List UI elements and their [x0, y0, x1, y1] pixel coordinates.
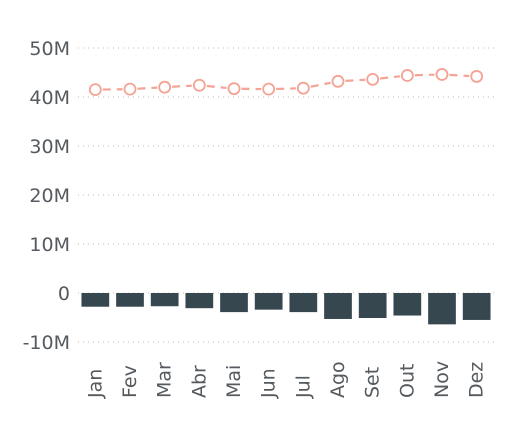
- line-segment: [449, 73, 470, 78]
- x-tick-label: Jun: [258, 368, 280, 399]
- bar-mar: [150, 293, 179, 307]
- point-mai: [227, 82, 241, 96]
- line-segment: [137, 86, 158, 90]
- y-tick-label: 30M: [29, 136, 70, 158]
- line-segment: [172, 84, 192, 88]
- y-tick-label: -10M: [23, 332, 70, 354]
- point-jul: [296, 81, 310, 95]
- x-tick-label: Jan: [84, 369, 106, 399]
- bar-series: [81, 293, 491, 325]
- y-tick-label: 10M: [29, 234, 70, 256]
- bar-jun: [254, 293, 283, 310]
- y-tick-label: 0: [58, 283, 70, 305]
- point-jun: [262, 82, 276, 96]
- x-tick-label: Out: [396, 364, 418, 398]
- bar-abr: [185, 293, 214, 309]
- line-segment: [276, 87, 296, 91]
- bar-out: [393, 293, 422, 316]
- point-nov: [435, 68, 449, 81]
- point-jan: [88, 83, 102, 97]
- x-tick-label: Abr: [188, 365, 210, 398]
- bar-mai: [220, 293, 248, 313]
- x-axis: Jan Fev Mar Abr Mai Jun Jul Ago Set Out Nov Dez: [84, 361, 487, 399]
- bar-ago: [324, 293, 352, 319]
- line-segment: [206, 84, 227, 90]
- x-tick-label: Mai: [223, 365, 245, 398]
- bar-dez: [462, 293, 491, 320]
- y-axis: 50M 40M 30M 20M 10M 0 -10M: [23, 38, 70, 354]
- x-tick-label: Dez: [466, 362, 488, 398]
- point-fev: [123, 82, 137, 96]
- x-tick-label: Mar: [154, 362, 176, 398]
- line-segment: [345, 78, 366, 82]
- point-out: [400, 69, 414, 82]
- y-tick-label: 50M: [29, 38, 70, 60]
- x-tick-label: Ago: [327, 361, 349, 398]
- bar-jul: [289, 293, 318, 313]
- line-segment: [310, 81, 331, 88]
- bar-jan: [81, 293, 110, 307]
- x-tick-label: Fev: [119, 365, 141, 398]
- x-tick-label: Jul: [292, 375, 314, 399]
- y-tick-label: 20M: [29, 185, 70, 207]
- y-tick-label: 40M: [29, 87, 70, 109]
- bar-set: [358, 293, 387, 318]
- x-tick-label: Set: [362, 367, 384, 398]
- line-segment: [379, 75, 401, 80]
- point-set: [366, 72, 380, 86]
- point-abr: [192, 78, 206, 92]
- point-dez: [470, 70, 484, 83]
- line-segment: [414, 73, 435, 77]
- x-tick-label: Nov: [431, 361, 453, 398]
- point-ago: [331, 74, 345, 88]
- point-mar: [158, 80, 172, 94]
- bar-nov: [428, 293, 456, 325]
- bar-fev: [116, 293, 144, 307]
- line-series: [88, 68, 484, 97]
